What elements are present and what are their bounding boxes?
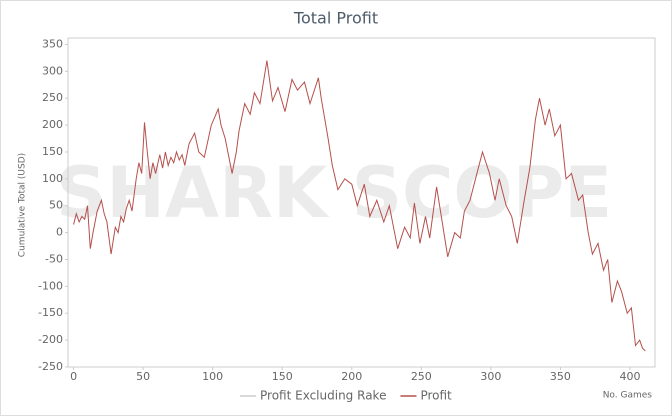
x-tick-label: 0 [70,370,77,383]
legend-label: Profit Excluding Rake [260,389,386,403]
x-tick-label: 250 [411,370,432,383]
legend-label: Profit [420,389,452,403]
x-axis-label: No. Games [603,391,653,401]
chart-title: Total Profit [293,9,378,28]
y-tick-label: -50 [45,252,63,265]
y-tick-label: 200 [42,118,63,131]
y-tick-label: -150 [38,306,63,319]
x-tick-label: 150 [272,370,293,383]
y-tick-label: 0 [56,226,63,239]
x-tick-label: 100 [202,370,223,383]
y-tick-label: 100 [42,172,63,185]
x-tick-label: 300 [480,370,501,383]
y-axis-label: Cumulative Total (USD) [18,153,28,257]
x-tick-label: 50 [136,370,150,383]
x-tick-label: 200 [341,370,362,383]
profit-line [73,60,646,352]
y-tick-label: 300 [42,64,63,77]
plot-border [67,37,656,368]
x-tick-label: 350 [550,370,571,383]
y-tick-label: -250 [38,360,63,373]
y-tick-label: 150 [42,145,63,158]
y-tick-label: -200 [38,333,63,346]
y-tick-label: 350 [42,37,63,50]
y-tick-label: 50 [49,199,63,212]
y-tick-label: 250 [42,91,63,104]
x-tick-label: 400 [619,370,640,383]
y-tick-label: -100 [38,279,63,292]
